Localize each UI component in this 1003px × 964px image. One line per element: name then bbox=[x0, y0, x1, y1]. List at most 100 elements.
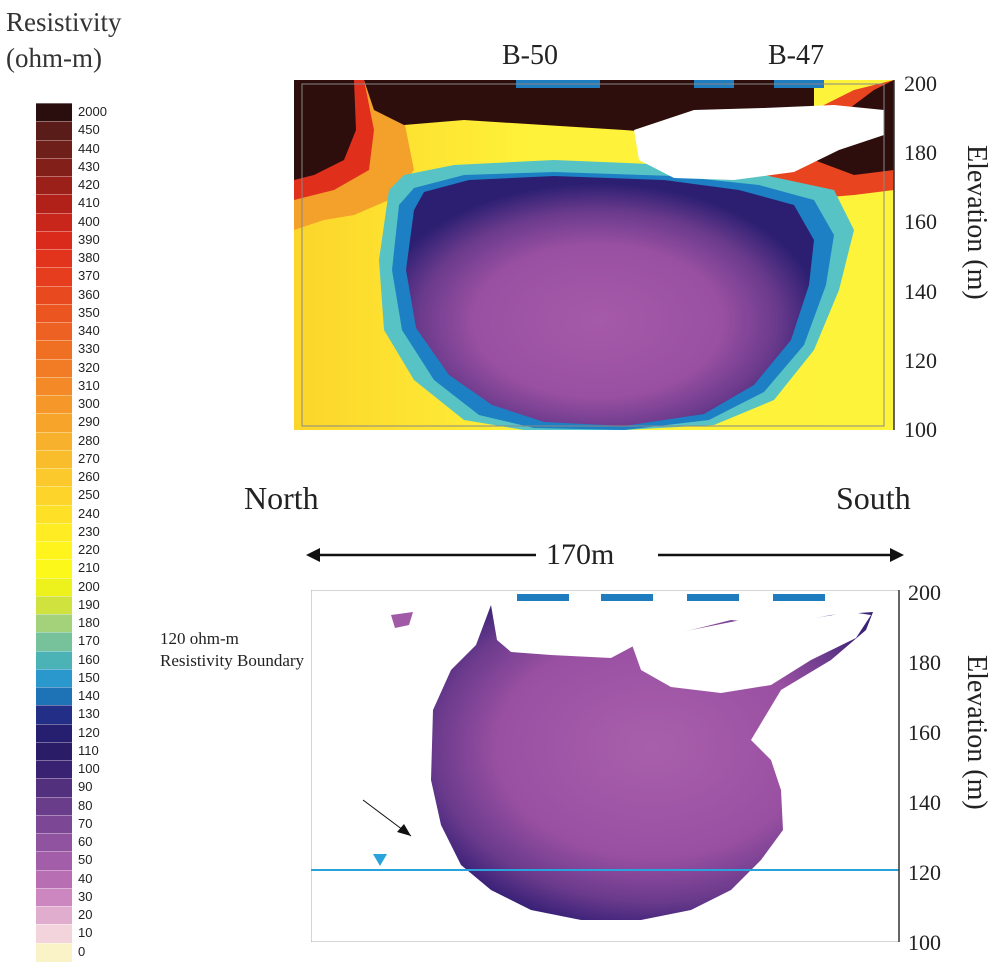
colorbar-swatch bbox=[36, 760, 72, 780]
colorbar-swatch bbox=[36, 230, 72, 250]
top-elev-tick-140: 140 bbox=[904, 279, 937, 304]
resistivity-section-bottom bbox=[311, 590, 899, 942]
bottom-elev-tick-200: 200 bbox=[908, 580, 941, 605]
colorbar-swatch bbox=[36, 577, 72, 597]
colorbar-swatch bbox=[36, 468, 72, 487]
colorbar-swatch bbox=[36, 303, 72, 323]
colorbar-swatch bbox=[36, 486, 72, 506]
colorbar-swatch bbox=[36, 176, 72, 195]
colorbar-swatch bbox=[36, 595, 72, 615]
colorbar-tick-labels: 2000 450 440 430 420 410 400 390 380 370 360 350 340… bbox=[78, 103, 138, 961]
colorbar-tick-label: 110 bbox=[78, 742, 99, 758]
colorbar-tick-label: 2000 bbox=[78, 104, 107, 119]
colorbar-swatch bbox=[36, 358, 72, 378]
colorbar-swatch bbox=[36, 632, 72, 652]
colorbar-swatch bbox=[36, 814, 72, 834]
bottom-elev-tick-180: 180 bbox=[908, 650, 941, 675]
colorbar-swatch bbox=[36, 869, 72, 889]
top-elev-tick-100: 100 bbox=[904, 417, 937, 442]
bottom-elevation-label: Elevation (m) bbox=[961, 655, 992, 810]
colorbar-swatch bbox=[36, 833, 72, 853]
colorbar-swatch bbox=[36, 340, 72, 360]
colorbar-swatch bbox=[36, 267, 72, 287]
colorbar-tick-label: 10 bbox=[78, 925, 93, 941]
legend-title-line1: Resistivity bbox=[6, 7, 122, 37]
colorbar-swatch bbox=[36, 103, 72, 122]
legend-title: Resistivity (ohm-m) bbox=[6, 4, 122, 76]
colorbar-swatch bbox=[36, 413, 72, 433]
colorbar-tick-label: 220 bbox=[78, 542, 100, 558]
colorbar-tick-label: 350 bbox=[78, 304, 100, 320]
bottom-elev-tick-140: 140 bbox=[908, 790, 941, 815]
colorbar-tick-label: 140 bbox=[78, 688, 100, 704]
colorbar-tick-label: 60 bbox=[78, 834, 93, 850]
colorbar-tick-label: 370 bbox=[78, 268, 100, 284]
colorbar-swatch bbox=[36, 705, 72, 725]
colorbar-swatch bbox=[36, 796, 72, 816]
colorbar-tick-label: 100 bbox=[78, 761, 100, 777]
colorbar-tick-label: 70 bbox=[78, 815, 93, 831]
colorbar-tick-label: 440 bbox=[78, 140, 100, 156]
colorbar-tick-label: 380 bbox=[78, 250, 100, 266]
top-frame bbox=[301, 83, 885, 427]
colorbar-tick-label: 250 bbox=[78, 487, 100, 503]
colorbar-tick-label: 450 bbox=[78, 122, 100, 138]
bottom-white-zone bbox=[631, 612, 871, 693]
colorbar-swatch bbox=[36, 741, 72, 761]
bottom-elev-tick-160: 160 bbox=[908, 720, 941, 745]
colorbar-tick-label: 80 bbox=[78, 797, 93, 813]
water-table-symbol bbox=[373, 854, 387, 866]
colorbar-swatch bbox=[36, 851, 72, 871]
colorbar-tick-label: 90 bbox=[78, 779, 93, 795]
colorbar-tick-label: 40 bbox=[78, 870, 93, 886]
colorbar-tick-label: 320 bbox=[78, 359, 100, 375]
colorbar-swatch bbox=[36, 614, 72, 633]
borehole-label-b47: B-47 bbox=[768, 40, 824, 71]
colorbar-swatch bbox=[36, 157, 72, 177]
colorbar-swatch bbox=[36, 249, 72, 268]
top-elev-tick-180: 180 bbox=[904, 140, 937, 165]
colorbar-tick-label: 330 bbox=[78, 341, 100, 357]
colorbar-swatch bbox=[36, 887, 72, 907]
colorbar-tick-label: 420 bbox=[78, 177, 100, 193]
colorbar-swatch bbox=[36, 541, 72, 560]
colorbar-swatch bbox=[36, 687, 72, 706]
colorbar-tick-label: 340 bbox=[78, 323, 100, 339]
colorbar-tick-label: 30 bbox=[78, 888, 93, 904]
bottom-purple-fragment bbox=[391, 612, 413, 628]
bottom-elev-tick-120: 120 bbox=[908, 860, 941, 885]
colorbar-tick-label: 170 bbox=[78, 633, 100, 649]
colorbar-tick-label: 240 bbox=[78, 505, 100, 521]
colorbar-tick-label: 300 bbox=[78, 396, 100, 412]
top-elev-tick-200: 200 bbox=[904, 71, 937, 96]
colorbar-swatch bbox=[36, 942, 72, 962]
colorbar-tick-label: 120 bbox=[78, 724, 100, 740]
bottom-blue-marker-2 bbox=[601, 594, 653, 601]
colorbar-tick-label: 400 bbox=[78, 213, 100, 229]
colorbar-swatch bbox=[36, 376, 72, 396]
top-elev-tick-120: 120 bbox=[904, 348, 937, 373]
bottom-blue-marker-3 bbox=[687, 594, 739, 601]
colorbar-tick-label: 260 bbox=[78, 469, 100, 485]
colorbar-tick-label: 0 bbox=[78, 943, 86, 959]
top-dark-zone-left bbox=[294, 80, 356, 180]
boundary-annotation-line1: 120 ohm-m bbox=[160, 629, 239, 648]
colorbar-tick-label: 20 bbox=[78, 907, 93, 923]
direction-north: North bbox=[244, 480, 319, 516]
colorbar-swatch bbox=[36, 285, 72, 305]
colorbar-swatch bbox=[36, 559, 72, 579]
colorbar-tick-label: 360 bbox=[78, 286, 100, 302]
bottom-blue-marker-4 bbox=[773, 594, 825, 601]
boundary-arrow-head bbox=[397, 824, 411, 836]
colorbar-swatch bbox=[36, 650, 72, 670]
resistivity-section-top bbox=[294, 80, 894, 430]
colorbar-swatch bbox=[36, 322, 72, 341]
top-purple-body bbox=[406, 176, 814, 426]
colorbar-tick-label: 290 bbox=[78, 414, 100, 430]
top-white-zone bbox=[634, 105, 884, 180]
distance-arrow bbox=[306, 548, 904, 562]
bottom-blue-marker-1 bbox=[517, 594, 569, 601]
colorbar-swatch bbox=[36, 395, 72, 414]
boundary-annotation-line2: Resistivity Boundary bbox=[160, 651, 305, 670]
colorbar-swatch bbox=[36, 924, 72, 944]
